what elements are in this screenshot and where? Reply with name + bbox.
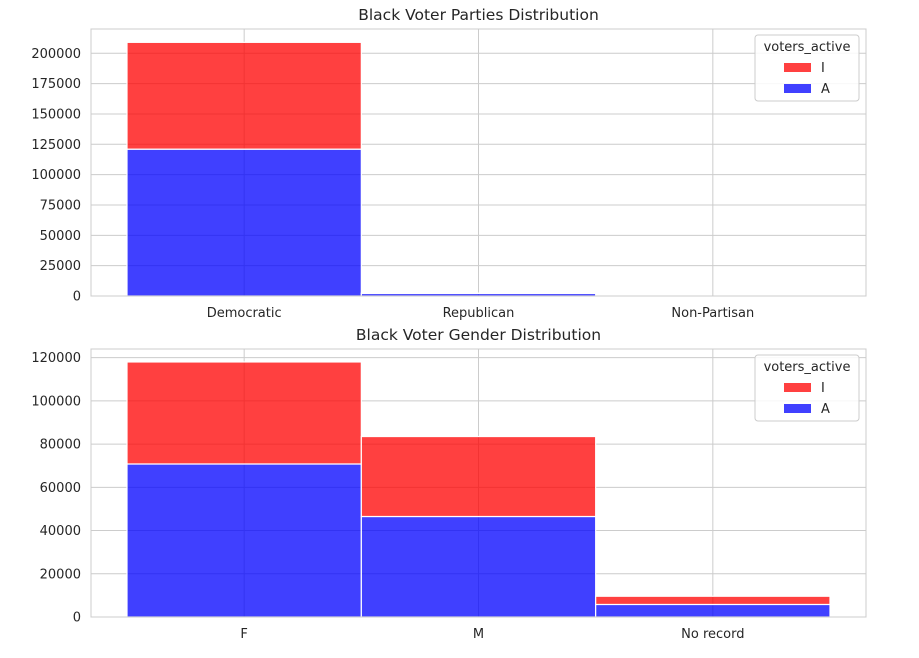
legend: voters_active IA <box>754 34 860 102</box>
legend-swatch-a <box>784 404 811 413</box>
legend-swatch-a <box>784 84 811 93</box>
y-tick-label: 100000 <box>31 394 81 409</box>
legend-title: voters_active <box>764 360 851 375</box>
x-tick-label: Democratic <box>207 306 282 321</box>
bar-a-m <box>360 515 597 618</box>
y-tick-label: 40000 <box>40 524 81 539</box>
y-tick-label: 0 <box>73 290 81 305</box>
legend: voters_active IA <box>754 354 860 422</box>
legend-label-a: A <box>821 82 830 97</box>
y-tick-label: 25000 <box>40 259 81 274</box>
y-tick-label: 20000 <box>40 567 81 582</box>
plot-frame <box>90 348 867 618</box>
bar-i-no-record <box>595 595 831 606</box>
y-tick-label: 75000 <box>40 198 81 213</box>
y-tick-label: 175000 <box>31 77 81 92</box>
x-tick-label: Republican <box>443 306 515 321</box>
chart-1: 0 20000 40000 60000 80000 100000 120000 F M No re… <box>31 326 867 642</box>
y-tick-label: 60000 <box>40 481 81 496</box>
bar-a-f <box>126 463 362 618</box>
y-tick-label: 80000 <box>40 438 81 453</box>
bar-i-democratic <box>126 41 362 150</box>
y-tick-label: 100000 <box>31 168 81 183</box>
bar-a-no-record <box>595 603 831 618</box>
y-tick-label: 125000 <box>31 138 81 153</box>
legend-swatch-i <box>784 383 811 392</box>
y-tick-label: 50000 <box>40 229 81 244</box>
x-tick-label: No record <box>681 627 744 642</box>
y-tick-label: 0 <box>73 611 81 626</box>
x-tick-label: Non-Partisan <box>671 306 754 321</box>
bar-i-m <box>360 435 597 518</box>
chart-title: Black Voter Gender Distribution <box>356 326 601 344</box>
y-tick-label: 200000 <box>31 47 81 62</box>
y-tick-label: 120000 <box>31 351 81 366</box>
chart-0: 0 25000 50000 75000 100000 125000 150000 175000… <box>31 6 867 321</box>
y-tick-label: 150000 <box>31 107 81 122</box>
legend-swatch-i <box>784 63 811 72</box>
legend-label-i: I <box>821 381 825 396</box>
bar-a-democratic <box>126 148 362 297</box>
x-tick-label: F <box>240 627 247 642</box>
chart-title: Black Voter Parties Distribution <box>358 6 599 24</box>
legend-label-i: I <box>821 61 825 76</box>
plot-frame <box>90 28 867 297</box>
bar-i-f <box>126 361 362 465</box>
legend-label-a: A <box>821 402 830 417</box>
legend-title: voters_active <box>764 40 851 55</box>
x-tick-label: M <box>473 627 484 642</box>
